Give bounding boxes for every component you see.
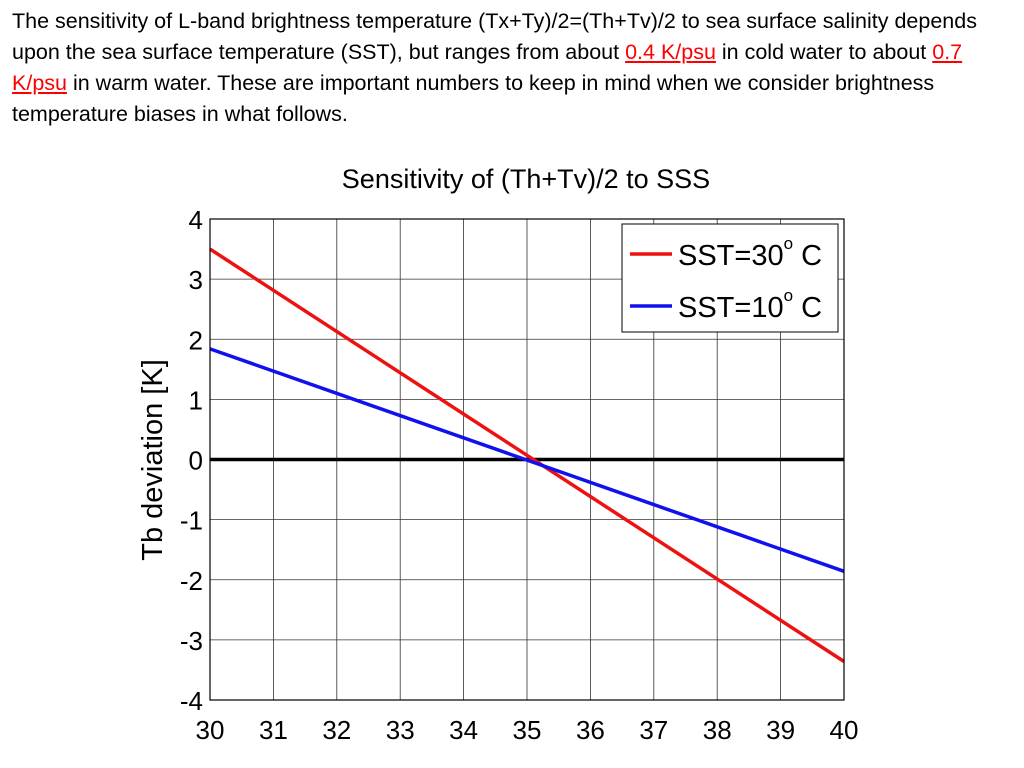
y-tick-label: 0 <box>189 446 203 476</box>
x-tick-label: 35 <box>513 715 542 745</box>
y-tick-label: 2 <box>189 325 203 355</box>
x-tick-label: 33 <box>386 715 415 745</box>
intro-highlight-warm: 0.7 K/psu <box>12 40 963 95</box>
chart-title: Sensitivity of (Th+Tv)/2 to SSS <box>342 164 710 194</box>
legend-label-text: SST=10 <box>678 292 784 324</box>
y-tick-label: 4 <box>189 205 203 235</box>
x-tick-label: 38 <box>703 715 732 745</box>
y-tick-label: -1 <box>180 506 203 536</box>
series-line-sst10 <box>209 347 845 573</box>
x-tick-label: 31 <box>259 715 288 745</box>
y-tick-label: 3 <box>189 265 203 295</box>
x-tick-label: 30 <box>196 715 225 745</box>
legend-box <box>621 223 839 333</box>
x-tick-labels: 30 31 32 33 34 35 36 37 38 39 40 <box>196 715 859 745</box>
x-tick-label: 34 <box>449 715 478 745</box>
intro-highlight-cold: 0.4 K/psu <box>625 40 716 64</box>
legend-degree-sign: o <box>784 286 793 305</box>
legend-degree-sign: o <box>784 234 793 253</box>
x-tick-label: 39 <box>766 715 795 745</box>
legend-label-text: SST=30 <box>678 240 784 272</box>
y-tick-labels: -4 -3 -2 -1 0 1 2 3 4 <box>180 205 203 716</box>
legend-unit: C <box>793 292 822 324</box>
legend-label: SST=10o C <box>678 286 822 324</box>
series-line-sst30 <box>209 247 845 663</box>
y-tick-label: -4 <box>180 686 203 716</box>
y-axis-label: Tb deviation [K] <box>137 359 169 561</box>
intro-text-3: in warm water. These are important numbe… <box>12 71 935 126</box>
plot-frame <box>209 218 845 701</box>
intro-text-2: in cold water to about <box>715 40 933 64</box>
legend-unit: C <box>793 240 822 272</box>
intro-paragraph: The sensitivity of L-band brightness tem… <box>12 6 1012 130</box>
x-tick-label: 32 <box>322 715 351 745</box>
y-tick-label: -2 <box>180 566 203 596</box>
x-tick-label: 40 <box>830 715 859 745</box>
intro-text-1: The sensitivity of L-band brightness tem… <box>12 9 977 64</box>
y-tick-label: 1 <box>189 385 203 415</box>
legend-label: SST=30o C <box>678 234 822 272</box>
chart-series <box>209 247 845 663</box>
x-tick-label: 36 <box>576 715 605 745</box>
y-tick-label: -3 <box>180 626 203 656</box>
x-tick-label: 37 <box>639 715 668 745</box>
